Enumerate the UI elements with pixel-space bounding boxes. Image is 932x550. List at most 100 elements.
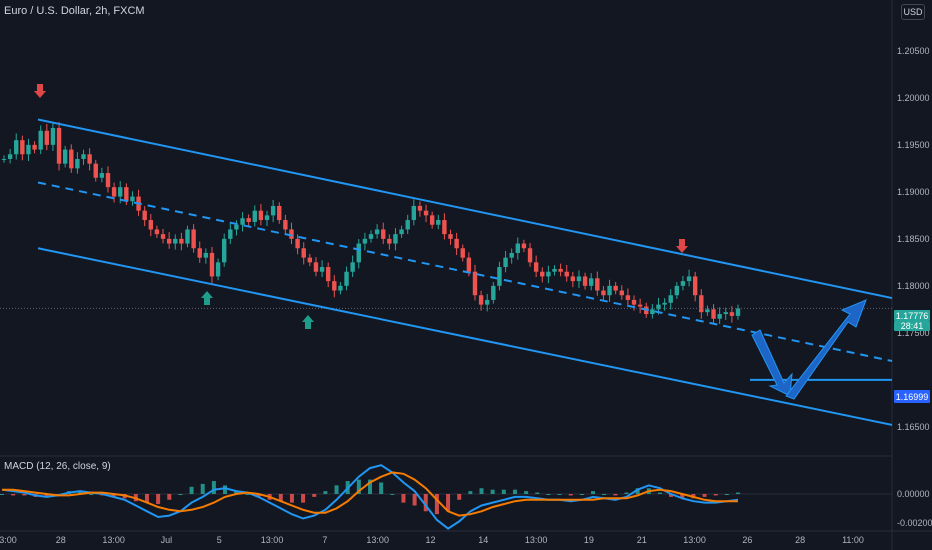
x-tick-label: 28 [56,535,66,545]
macd-histogram-bar [234,491,239,494]
macd-histogram-bar [0,494,4,495]
projection-up-arrow [785,299,867,400]
macd-histogram-bar [557,494,562,495]
candle-body [686,276,692,282]
macd-y-tick-label: 0.00000 [897,489,930,499]
candle-body [338,285,343,291]
macd-histogram-bar [669,494,674,497]
candle-body [735,308,741,316]
macd-histogram-bar [635,488,640,494]
candle-body [619,290,624,296]
macd-histogram-bar [312,494,317,497]
macd-histogram-bar [390,494,395,495]
candle-body [595,278,600,291]
macd-histogram-bar [579,494,584,495]
macd-histogram-bar [591,491,596,494]
candle-body [38,130,43,150]
macd-title: MACD (12, 26, close, 9) [4,461,111,472]
macd-histogram-bar [111,494,116,497]
macd-histogram-bar [479,488,484,494]
macd-histogram-bar [713,494,718,496]
candle-body [344,271,349,286]
candle-body [87,154,92,164]
candle-body [589,278,594,286]
candle-body [62,149,68,164]
candle-body [166,238,172,244]
candle-body [289,229,294,239]
macd-histogram-bar [156,494,161,505]
candle-body [69,149,74,169]
candle-body [497,267,502,286]
macd-histogram-bar [22,494,27,496]
candle-body [32,144,37,150]
candle-body [222,238,227,263]
macd-histogram-bar [490,489,495,494]
macd-histogram-bar [535,492,540,494]
candle-body [142,210,147,221]
macd-histogram-bar [278,494,283,502]
y-tick-label: 1.20000 [897,93,930,103]
candle-body [711,309,716,319]
macd-histogram-bar [200,483,205,494]
candle-body [381,229,386,239]
candle-body [662,302,667,305]
candle-body [319,267,325,272]
candle-body [570,276,576,282]
down-arrow-marker [34,84,46,98]
candle-body [466,257,472,272]
projection-down-arrow [751,329,793,397]
candle-body [436,220,441,225]
candle-body [209,252,215,277]
candle-body [7,154,13,159]
x-tick-label: 13:00 [525,535,548,545]
candle-body [472,271,478,296]
macd-histogram-bar [434,494,439,515]
y-tick-label: 1.18000 [897,281,930,291]
candle-body [26,144,31,155]
macd-y-tick-label: -0.00200 [897,518,932,528]
x-tick-label: 13:00 [683,535,706,545]
candle-body [111,187,117,197]
candle-body [50,127,56,145]
candle-body [75,158,80,169]
candle-body [692,276,698,296]
candle-body [277,205,282,221]
candle-body [160,234,166,239]
candle-body [485,299,490,305]
currency-button[interactable]: USD [901,4,925,20]
candle-body [699,295,704,313]
macd-histogram-bar [657,492,662,494]
candle-body [264,215,270,221]
y-tick-label: 1.20500 [897,46,930,56]
candle-body [423,210,429,216]
macd-histogram-bar [446,494,451,512]
macd-histogram-bar [301,494,306,503]
macd-histogram-bar [178,494,183,495]
macd-histogram-bar [468,491,473,494]
candle-body [154,229,160,235]
candle-body [350,262,355,272]
macd-histogram-bar [323,491,328,494]
candle-body [540,271,545,277]
target-price-tag: 1.16999 [894,390,930,403]
candle-body [270,205,276,216]
candle-body [313,262,319,272]
candle-body [362,238,368,244]
candle-body [325,267,331,282]
current-price-tag: 1.17776 [894,310,930,321]
candle-body [295,238,300,249]
candle-body [124,187,129,202]
x-tick-label: 14 [478,535,488,545]
macd-histogram-bar [334,485,339,494]
candle-body [546,271,551,277]
y-tick-label: 1.18500 [897,234,930,244]
macd-histogram-bar [524,491,529,494]
macd-histogram-bar [546,494,551,495]
candle-body [173,238,178,244]
candle-body [374,229,380,235]
candle-body [332,281,337,291]
candle-body [258,210,264,221]
macd-histogram-bar [412,494,417,506]
macd-histogram-bar [144,494,149,503]
